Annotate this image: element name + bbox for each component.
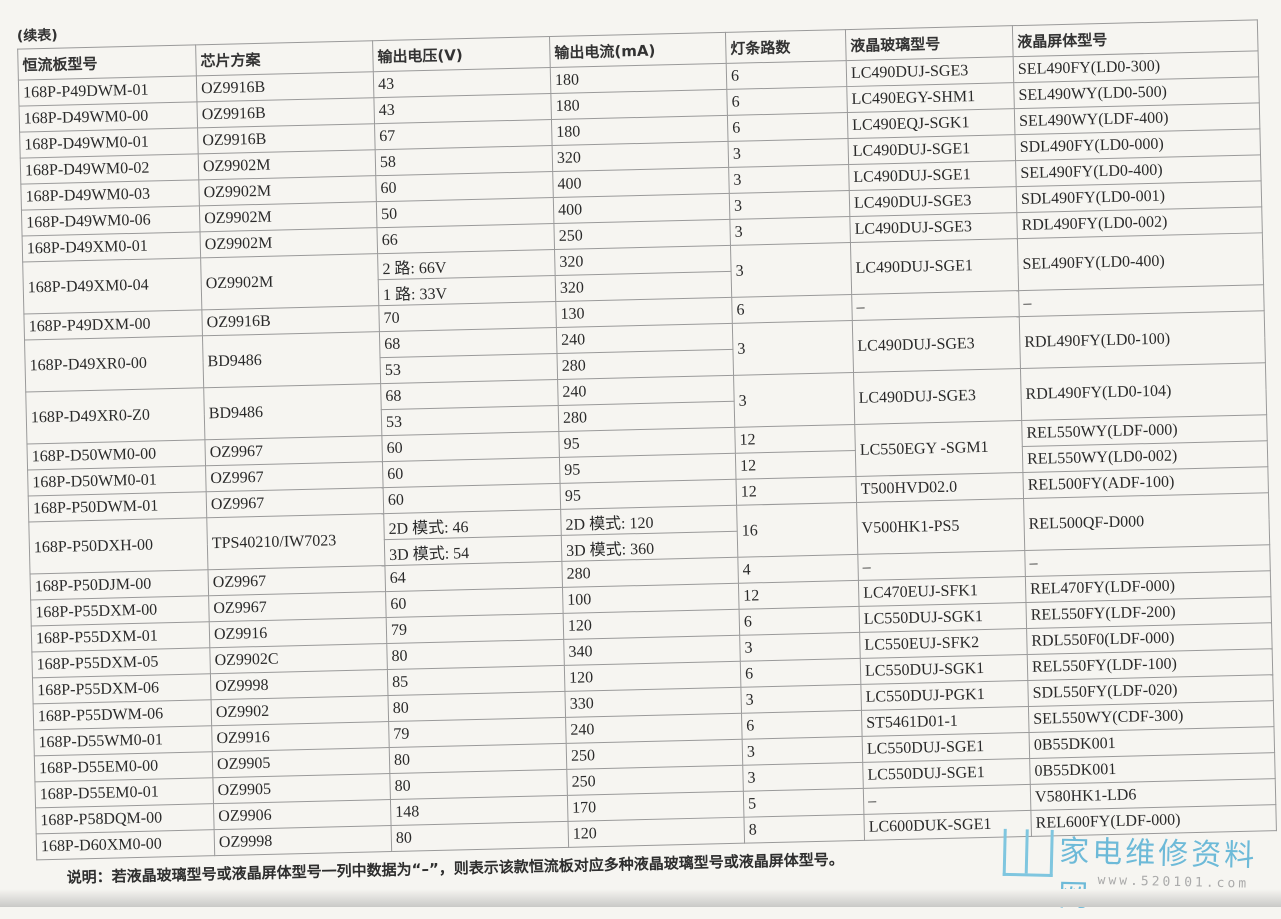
cell-glass-model: LC490EGY-SHM1 bbox=[846, 82, 1015, 113]
cell-strip-count: 12 bbox=[734, 424, 856, 454]
cell-board-model: 168P-D60XM0-00 bbox=[36, 829, 215, 860]
cell-panel-model: SEL490FY(LD0-400) bbox=[1017, 232, 1264, 291]
cell-glass-model: LC550EGY -SGM1 bbox=[854, 420, 1023, 477]
backlight-driver-table: 恒流板型号 芯片方案 输出电压(V) 输出电流(mA) 灯条路数 液晶玻璃型号 液晶屏体型号… bbox=[17, 19, 1277, 860]
cell-board-model: 168P-D49XR0-00 bbox=[24, 335, 204, 393]
cell-panel-model: REL500QF-D000 bbox=[1023, 492, 1270, 551]
cell-chip: OZ9998 bbox=[214, 825, 392, 856]
cell-chip: OZ9902M bbox=[200, 253, 379, 310]
cell-glass-model: V500HK1-PS5 bbox=[856, 498, 1025, 555]
cell-glass-model: LC490DUJ-SGE3 bbox=[853, 368, 1022, 425]
cell-strip-count: 3 bbox=[728, 138, 849, 168]
book-logo-icon bbox=[1002, 828, 1054, 877]
cell-strip-count: 6 bbox=[726, 86, 848, 116]
cell-strip-count: 6 bbox=[740, 658, 861, 688]
header-strip-count: 灯条路数 bbox=[725, 29, 847, 64]
cell-strip-count: 12 bbox=[735, 450, 856, 480]
cell-strip-count: 12 bbox=[738, 580, 860, 610]
cell-strip-count: 12 bbox=[735, 476, 857, 506]
cell-glass-model: LC550DUJ-PGK1 bbox=[860, 680, 1029, 711]
cell-glass-model: – bbox=[863, 784, 1031, 815]
cell-strip-count: 8 bbox=[743, 814, 865, 844]
cell-strip-count: 4 bbox=[737, 554, 859, 584]
cell-strip-count: 6 bbox=[739, 606, 860, 636]
cell-strip-count: 6 bbox=[731, 294, 853, 324]
header-board-model: 恒流板型号 bbox=[17, 44, 197, 81]
cell-glass-model: LC490DUJ-SGE1 bbox=[850, 238, 1019, 295]
cell-glass-model: – bbox=[851, 290, 1020, 321]
cell-glass-model: LC490DUJ-SGE3 bbox=[852, 316, 1021, 373]
cell-board-model: 168P-P50DXH-00 bbox=[28, 517, 208, 574]
cell-strip-count: 3 bbox=[729, 190, 850, 220]
cell-strip-count: 5 bbox=[743, 788, 864, 818]
cell-strip-count: 3 bbox=[728, 164, 850, 194]
cell-glass-model: LC490DUJ-SGE1 bbox=[847, 134, 1016, 165]
cell-strip-count: 3 bbox=[730, 242, 852, 298]
cell-glass-model: ST5461D01-1 bbox=[861, 706, 1030, 737]
cell-glass-model: LC490DUJ-SGE3 bbox=[849, 212, 1018, 243]
cell-strip-count: 3 bbox=[732, 320, 854, 376]
cell-panel-model: RDL490FY(LD0-100) bbox=[1019, 310, 1266, 369]
cell-glass-model: LC470EUJ-SFK1 bbox=[858, 576, 1026, 607]
header-output-current: 输出电流(mA) bbox=[549, 32, 727, 68]
header-chip: 芯片方案 bbox=[195, 40, 374, 76]
cell-glass-model: LC550DUJ-SGK1 bbox=[860, 654, 1028, 685]
cell-glass-model: LC550DUJ-SGK1 bbox=[859, 602, 1027, 633]
cell-chip: TPS40210/IW7023 bbox=[206, 513, 385, 570]
cell-glass-model: LC490EQJ-SGK1 bbox=[847, 108, 1015, 139]
cell-strip-count: 6 bbox=[726, 60, 847, 90]
cell-board-model: 168P-D49XM0-04 bbox=[22, 257, 202, 315]
cell-glass-model: LC490DUJ-SGE1 bbox=[848, 160, 1017, 191]
cell-output-current: 120 bbox=[568, 817, 745, 848]
cell-strip-count: 3 bbox=[733, 372, 855, 428]
scan-edge-shadow bbox=[0, 889, 1281, 907]
cell-strip-count: 3 bbox=[740, 684, 862, 714]
cell-glass-model: LC550EUJ-SFK2 bbox=[859, 628, 1028, 659]
cell-chip: BD9486 bbox=[203, 383, 382, 440]
cell-strip-count: 3 bbox=[729, 216, 851, 246]
cell-panel-model: RDL490FY(LD0-104) bbox=[1020, 362, 1267, 421]
cell-strip-count: 3 bbox=[742, 762, 864, 792]
cell-glass-model: – bbox=[857, 550, 1026, 581]
cell-output-voltage: 80 bbox=[391, 821, 569, 852]
cell-strip-count: 6 bbox=[741, 710, 863, 740]
header-output-voltage: 输出电压(V) bbox=[372, 36, 551, 72]
continued-label: (续表) bbox=[16, 27, 58, 45]
header-glass-model: 液晶玻璃型号 bbox=[845, 25, 1014, 61]
cell-strip-count: 6 bbox=[727, 112, 848, 142]
cell-strip-count: 3 bbox=[742, 736, 863, 766]
cell-strip-count: 3 bbox=[739, 632, 861, 662]
cell-board-model: 168P-D49XR0-Z0 bbox=[25, 387, 205, 444]
cell-glass-model: LC550DUJ-SGE1 bbox=[862, 758, 1031, 789]
cell-strip-count: 16 bbox=[736, 502, 858, 558]
cell-glass-model: LC490DUJ-SGE3 bbox=[846, 56, 1014, 87]
cell-glass-model: LC550DUJ-SGE1 bbox=[862, 732, 1030, 763]
cell-glass-model: LC490DUJ-SGE3 bbox=[849, 186, 1017, 217]
cell-glass-model: T500HVD02.0 bbox=[855, 472, 1024, 503]
cell-chip: BD9486 bbox=[202, 331, 381, 388]
